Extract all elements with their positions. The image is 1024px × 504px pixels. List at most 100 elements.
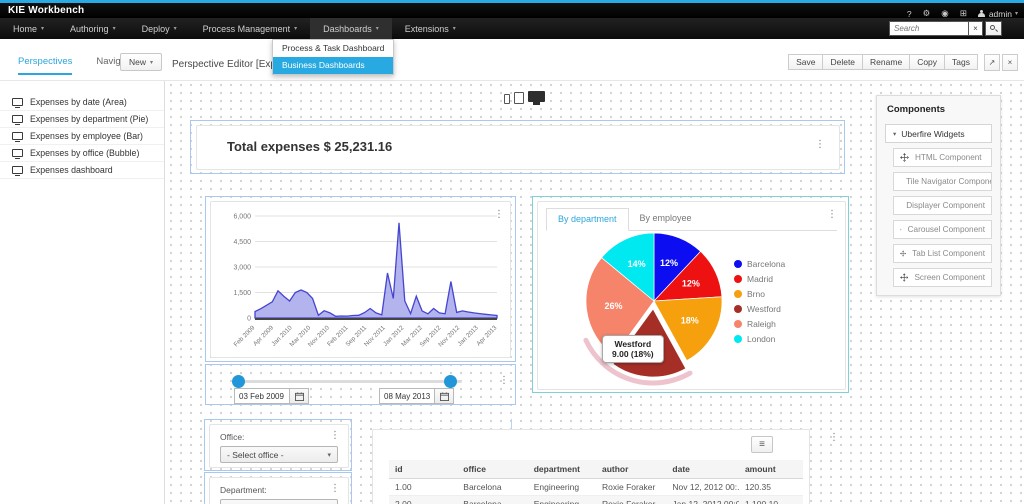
component-tile-navigator-component[interactable]: Tile Navigator Component [893,172,992,191]
tab-perspectives[interactable]: Perspectives [18,56,72,75]
search-button[interactable] [985,21,1002,36]
legend-item-raleigh[interactable]: Raleigh [734,316,785,331]
column-header-amount[interactable]: amount [739,460,803,479]
chevron-down-icon: ▾ [113,25,116,32]
column-header-author[interactable]: author [596,460,666,479]
office-select[interactable]: - Select office - ▾ [220,446,338,463]
editor-icon-buttons: ↗ × [984,54,1018,71]
table-row[interactable]: 2.00BarcelonaEngineeringRoxie ForakerJan… [389,496,803,504]
column-header-date[interactable]: date [666,460,739,479]
list-item-expenses-by-date-area[interactable]: Expenses by date (Area) [0,94,164,111]
column-header-department[interactable]: department [528,460,596,479]
pie-tab-by-department[interactable]: By department [546,208,629,231]
card-menu-icon[interactable]: ⋮ [494,210,504,220]
tooltip-value: 9.00 (18%) [612,349,654,359]
menu-item-home[interactable]: Home▾ [0,18,57,39]
list-item-expenses-by-department-pie[interactable]: Expenses by department (Pie) [0,111,164,128]
card-menu-icon[interactable]: ⋮ [330,484,340,494]
legend-item-brno[interactable]: Brno [734,286,785,301]
date-to-input[interactable] [379,388,435,404]
pie-chart-card[interactable]: By departmentBy employee 12%12%18%26%14%… [537,201,846,390]
table-row[interactable]: 1.00BarcelonaEngineeringRoxie ForakerNov… [389,479,803,496]
total-expenses-text: Total expenses $ 25,231.16 [227,139,392,154]
range-handle-end[interactable] [444,375,457,388]
department-select[interactable]: - Select department - ▾ [220,499,338,504]
svg-text:12%: 12% [660,258,678,268]
help-icon[interactable]: ? [907,9,912,19]
office-filter-card[interactable]: Office: - Select office - ▾ ⋮ [209,424,349,468]
list-view-icon: ≡ [759,439,765,450]
close-button[interactable]: × [1002,54,1018,71]
menu-item-deploy[interactable]: Deploy▾ [129,18,190,39]
legend-item-westford[interactable]: Westford [734,301,785,316]
menu-item-dashboards[interactable]: Dashboards▾ [310,18,392,39]
phone-preview-icon[interactable] [504,94,510,104]
range-handle-start[interactable] [232,375,245,388]
user-menu[interactable]: admin ▾ [978,9,1018,19]
svg-text:0: 0 [247,316,251,323]
pie-tab-by-employee[interactable]: By employee [629,208,703,230]
department-filter-card[interactable]: Department: - Select department - ▾ ⋮ [209,477,349,504]
dropdown-item-process-task-dashboard[interactable]: Process & Task Dashboard [273,40,393,57]
close-icon: × [1008,58,1013,67]
card-menu-icon[interactable]: ⋮ [499,376,509,386]
row-office-filter[interactable]: Office: - Select office - ▾ ⋮ [204,419,352,471]
card-menu-icon[interactable]: ⋮ [815,140,825,150]
dropdown-item-business-dashboards[interactable]: Business Dashboards [273,57,393,74]
components-group-toggle[interactable]: ▾ Uberfire Widgets [885,124,992,143]
tags-button[interactable]: Tags [944,54,978,70]
column-header-office[interactable]: office [457,460,527,479]
office-select-value: - Select office - [227,450,284,460]
card-menu-icon[interactable]: ⋮ [829,433,839,443]
date-range-track[interactable] [234,380,462,383]
menu-item-label: Home [13,24,37,34]
delete-button[interactable]: Delete [822,54,863,70]
component-html-component[interactable]: HTML Component [893,148,992,167]
legend-label: Westford [747,304,781,314]
date-from-input[interactable] [234,388,290,404]
legend-color-dot [734,275,742,283]
search-clear-icon[interactable]: × [969,21,983,36]
expand-icon: ↗ [989,58,996,67]
search-input[interactable] [889,21,969,36]
legend-item-madrid[interactable]: Madrid [734,271,785,286]
menu-item-extensions[interactable]: Extensions▾ [392,18,469,39]
total-expenses-card[interactable]: Total expenses $ 25,231.16 ⋮ [196,125,840,170]
list-item-expenses-dashboard[interactable]: Expenses dashboard [0,162,164,179]
column-header-id[interactable]: id [389,460,457,479]
save-button[interactable]: Save [788,54,823,70]
expand-button[interactable]: ↗ [984,54,1000,71]
row-total-expenses[interactable]: Total expenses $ 25,231.16 ⋮ [190,120,845,174]
list-item-expenses-by-employee-bar[interactable]: Expenses by employee (Bar) [0,128,164,145]
list-item-expenses-by-office-bubble[interactable]: Expenses by office (Bubble) [0,145,164,162]
components-group-label: Uberfire Widgets [901,129,964,139]
rename-button[interactable]: Rename [862,54,910,70]
menu-item-process-management[interactable]: Process Management▾ [190,18,311,39]
component-carousel-component[interactable]: Carousel Component [893,220,992,239]
monitor-preview-icon[interactable] [528,91,545,102]
legend-item-london[interactable]: London [734,331,785,346]
copy-button[interactable]: Copy [909,54,945,70]
component-displayer-component[interactable]: Displayer Component [893,196,992,215]
calendar-icon[interactable] [290,388,309,404]
row-expenses-table[interactable]: ≡ idofficedepartmentauthordateamount 1.0… [367,424,856,504]
legend-item-barcelona[interactable]: Barcelona [734,256,785,271]
row-area-chart[interactable]: 01,5003,0004,5006,000Feb 2009Apr 2009Jan… [205,196,516,362]
chevron-down-icon: ▾ [327,451,331,459]
expenses-table-card[interactable]: ≡ idofficedepartmentauthordateamount 1.0… [372,429,810,504]
new-button[interactable]: New ▾ [120,53,162,71]
menu-item-authoring[interactable]: Authoring▾ [57,18,129,39]
component-screen-component[interactable]: Screen Component [893,268,992,287]
area-chart-card[interactable]: 01,5003,0004,5006,000Feb 2009Apr 2009Jan… [210,201,511,358]
calendar-icon[interactable] [435,388,454,404]
table-view-toggle[interactable]: ≡ [751,436,773,453]
tablet-preview-icon[interactable] [514,92,524,104]
menu-item-label: Deploy [142,24,170,34]
row-pie-chart[interactable]: By departmentBy employee 12%12%18%26%14%… [532,196,849,393]
row-date-slider[interactable]: ⋮ [205,364,516,405]
row-department-filter[interactable]: Department: - Select department - ▾ ⋮ [204,472,352,504]
office-filter-label: Office: [220,432,244,442]
card-menu-icon[interactable]: ⋮ [827,210,837,220]
card-menu-icon[interactable]: ⋮ [330,431,340,441]
component-tab-list-component[interactable]: Tab List Component [893,244,992,263]
